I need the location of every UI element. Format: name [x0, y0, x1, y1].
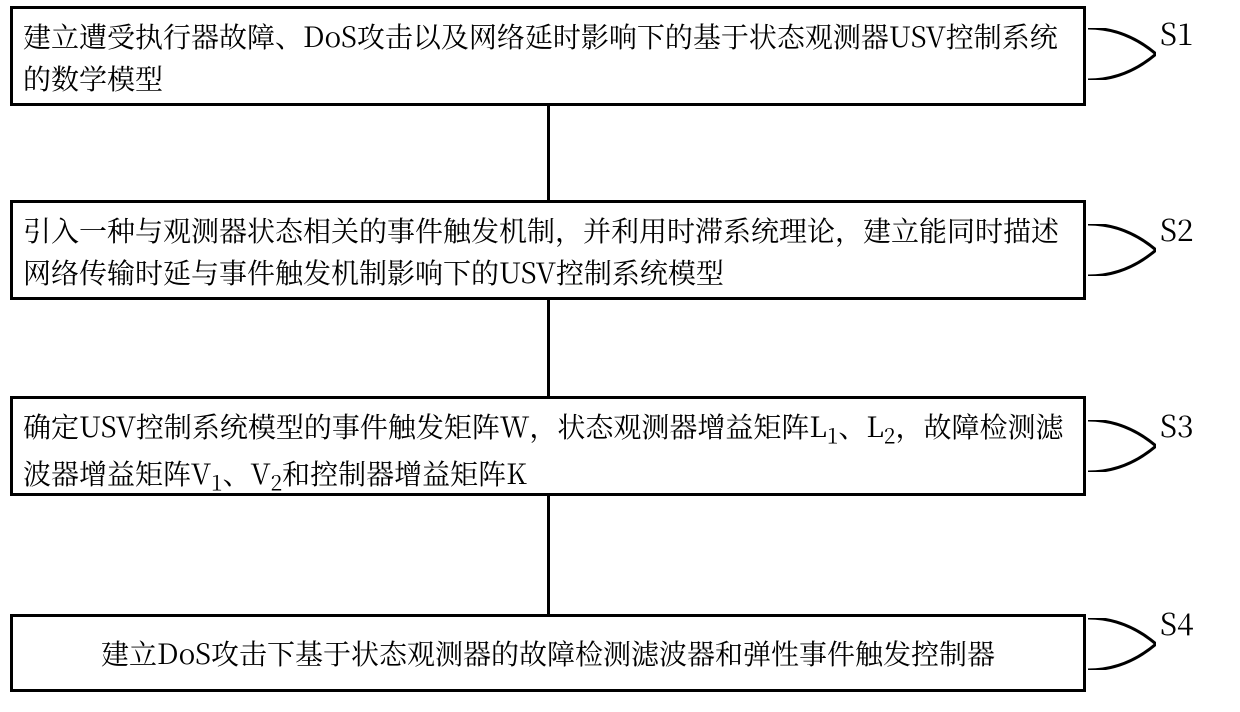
connector-s1-s2: [547, 106, 550, 200]
step-label-s1: S1: [1160, 10, 1194, 54]
step-label-s4: S4: [1160, 600, 1194, 644]
flowchart-canvas: 建立遭受执行器故障、DoS攻击以及网络延时影响下的基于状态观测器USV控制系统的…: [0, 0, 1240, 712]
step-text-s3: 确定USV控制系统模型的事件触发矩阵W，状态观测器增益矩阵L1、L2，故障检测滤…: [23, 405, 1073, 499]
callout-s3: [1088, 420, 1156, 472]
step-box-s1: 建立遭受执行器故障、DoS攻击以及网络延时影响下的基于状态观测器USV控制系统的…: [10, 6, 1086, 106]
step-box-s2: 引入一种与观测器状态相关的事件触发机制，并利用时滞系统理论，建立能同时描述网络传…: [10, 200, 1086, 300]
callout-s2: [1088, 224, 1156, 276]
connector-s3-s4: [547, 496, 550, 614]
step-text-s4: 建立DoS攻击下基于状态观测器的故障检测滤波器和弹性事件触发控制器: [101, 632, 995, 674]
step-text-s1: 建立遭受执行器故障、DoS攻击以及网络延时影响下的基于状态观测器USV控制系统的…: [23, 15, 1073, 99]
step-box-s3: 确定USV控制系统模型的事件触发矩阵W，状态观测器增益矩阵L1、L2，故障检测滤…: [10, 396, 1086, 496]
callout-s4: [1088, 618, 1156, 670]
connector-s2-s3: [547, 300, 550, 396]
step-label-s3: S3: [1160, 402, 1194, 446]
step-label-s2: S2: [1160, 206, 1194, 250]
callout-s1: [1088, 28, 1156, 80]
step-box-s4: 建立DoS攻击下基于状态观测器的故障检测滤波器和弹性事件触发控制器: [10, 614, 1086, 692]
step-text-s2: 引入一种与观测器状态相关的事件触发机制，并利用时滞系统理论，建立能同时描述网络传…: [23, 209, 1073, 293]
